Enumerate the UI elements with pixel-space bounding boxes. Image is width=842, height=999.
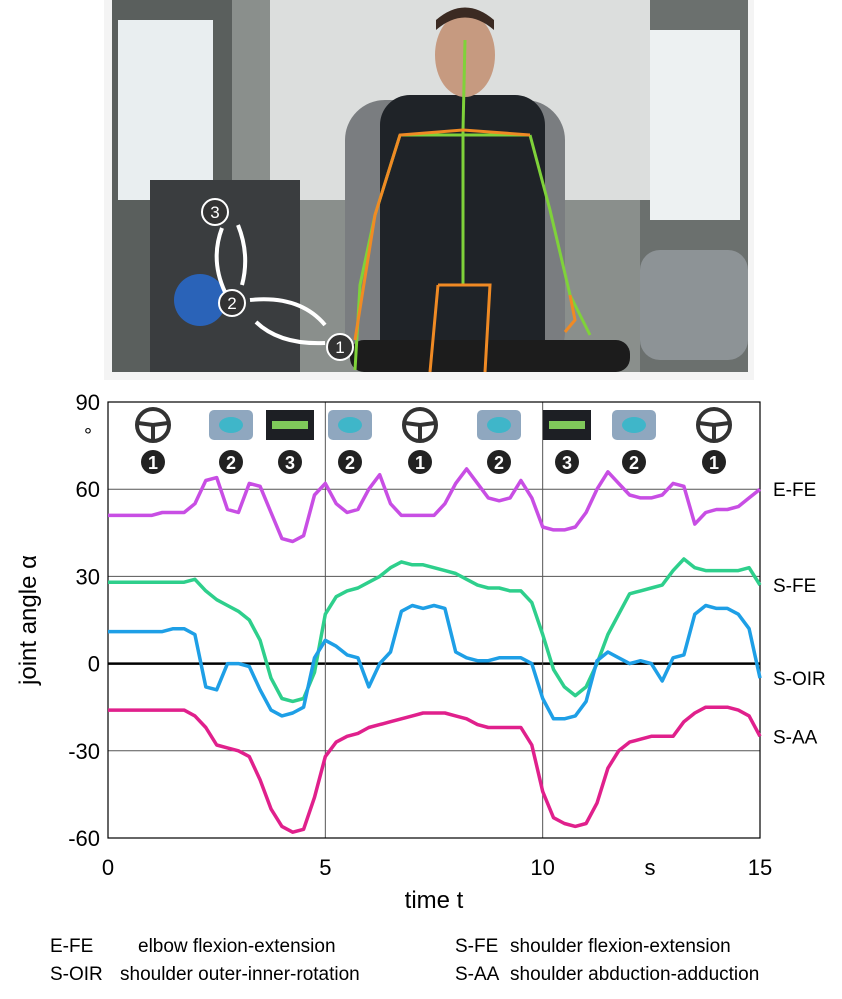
x-tick-label: 0 bbox=[102, 855, 114, 880]
icon: 1 bbox=[137, 409, 169, 474]
plot-frame bbox=[108, 402, 760, 838]
icon-number: 1 bbox=[709, 453, 719, 473]
y-tick-label: 90 bbox=[76, 390, 100, 415]
icon-number: 1 bbox=[415, 453, 425, 473]
marker-label: 3 bbox=[210, 203, 219, 222]
y-tick-label: 30 bbox=[76, 564, 100, 589]
marker-label: 1 bbox=[335, 338, 344, 357]
glossary-desc: shoulder abduction-adduction bbox=[510, 964, 759, 985]
icon: 1 bbox=[404, 409, 436, 474]
y-unit: ° bbox=[84, 425, 92, 447]
window-left bbox=[118, 20, 213, 200]
series-line bbox=[108, 707, 760, 832]
icon: 2 bbox=[209, 410, 253, 474]
glossary-desc: shoulder outer-inner-rotation bbox=[120, 964, 360, 985]
icon: 2 bbox=[477, 410, 521, 474]
icon-number: 2 bbox=[629, 453, 639, 473]
glossary-abbr: S-AA bbox=[455, 964, 500, 985]
series-line bbox=[108, 606, 760, 719]
y-axis-label: joint angle α bbox=[15, 555, 42, 686]
chart: -60 -30 0 30 60 90 0 5 10 15 ° s time t joint angle α… bbox=[15, 390, 826, 985]
series-label: S-OIR bbox=[773, 669, 826, 690]
icon: 2 bbox=[612, 410, 656, 474]
screen-buttons bbox=[272, 421, 308, 429]
figure: 1 2 3 -60 -30 0 30 60 90 0 5 10 15 ° s time t joint ang… bbox=[0, 0, 842, 994]
icon-number: 3 bbox=[562, 453, 572, 473]
icon-number: 3 bbox=[285, 453, 295, 473]
y-tick-label: 0 bbox=[88, 652, 100, 677]
y-tick-label: -30 bbox=[68, 739, 100, 764]
x-tick-label: 5 bbox=[319, 855, 331, 880]
icon: 3 bbox=[266, 410, 314, 474]
pad-button bbox=[338, 417, 362, 433]
icon: 2 bbox=[328, 410, 372, 474]
icon-number: 2 bbox=[494, 453, 504, 473]
glossary-abbr: S-OIR bbox=[50, 964, 103, 985]
seat bbox=[640, 250, 748, 360]
pad-button bbox=[622, 417, 646, 433]
photo: 1 2 3 bbox=[104, 0, 754, 380]
series-label: E-FE bbox=[773, 480, 816, 501]
marker-label: 2 bbox=[227, 294, 236, 313]
series-line bbox=[108, 469, 760, 542]
x-tick-label: 10 bbox=[530, 855, 554, 880]
pad-button bbox=[219, 417, 243, 433]
glossary-desc: shoulder flexion-extension bbox=[510, 936, 731, 957]
joystick bbox=[174, 274, 226, 326]
icon-number: 2 bbox=[226, 453, 236, 473]
icon: 1 bbox=[698, 409, 730, 474]
icon: 3 bbox=[543, 410, 591, 474]
window-right bbox=[650, 30, 740, 220]
y-tick-label: 60 bbox=[76, 477, 100, 502]
icon-number: 2 bbox=[345, 453, 355, 473]
x-axis-label: time t bbox=[405, 887, 464, 914]
glossary-abbr: S-FE bbox=[455, 936, 498, 957]
icon-number: 1 bbox=[148, 453, 158, 473]
series-label: S-AA bbox=[773, 727, 818, 748]
y-tick-label: -60 bbox=[68, 826, 100, 851]
pad-button bbox=[487, 417, 511, 433]
screen-buttons bbox=[549, 421, 585, 429]
glossary-abbr: E-FE bbox=[50, 936, 93, 957]
series-label: S-FE bbox=[773, 576, 816, 597]
steering-wheel bbox=[350, 340, 630, 372]
x-tick-label: 15 bbox=[748, 855, 772, 880]
glossary-desc: elbow flexion-extension bbox=[138, 936, 336, 957]
x-unit: s bbox=[645, 855, 656, 880]
